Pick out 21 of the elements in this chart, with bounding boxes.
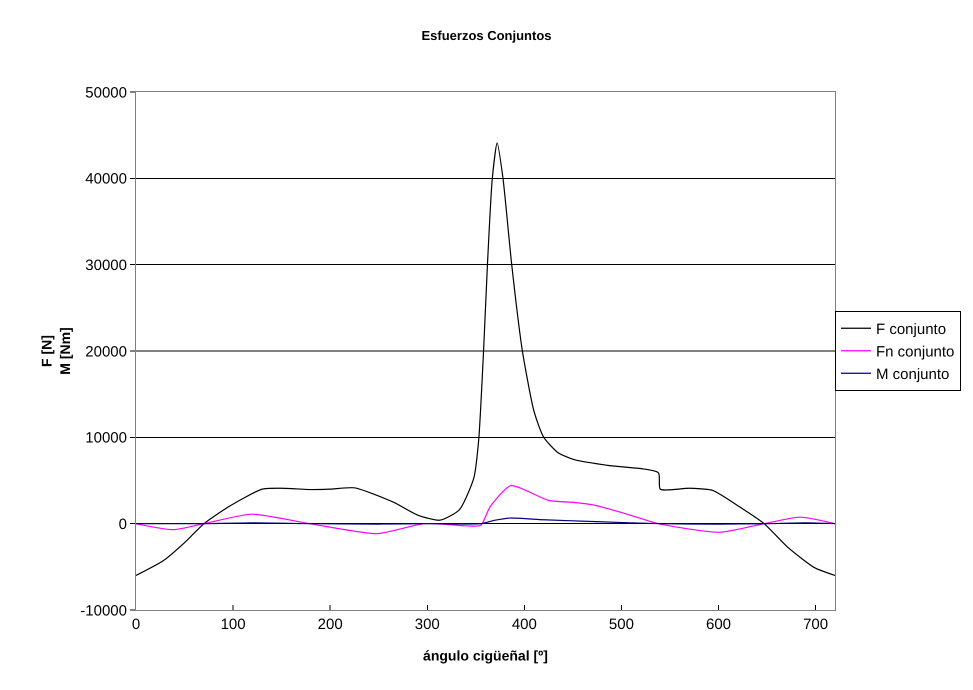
x-tick-label: 500 xyxy=(608,616,634,633)
legend-label: M conjunto xyxy=(876,366,950,384)
x-tick-label: 700 xyxy=(803,616,828,633)
y-tick-label: 40000 xyxy=(85,170,127,188)
x-axis-title: ángulo cigüeñal [º] xyxy=(423,647,548,664)
x-tick-label: 400 xyxy=(512,616,537,633)
y-tick-label: 30000 xyxy=(85,256,127,274)
x-tick-label: 0 xyxy=(132,616,140,633)
chart-title: Esfuerzos Conjuntos xyxy=(421,28,552,44)
y-tick-label: 0 xyxy=(118,516,127,533)
x-tick-label: 200 xyxy=(318,616,343,633)
y-tick-label: 20000 xyxy=(85,343,127,360)
legend-label: F conjunto xyxy=(876,321,946,338)
y-tick-label: 10000 xyxy=(85,430,127,447)
y-tick-label: -10000 xyxy=(80,602,127,620)
y-axis-title: F [N] M [Nm] xyxy=(38,327,73,375)
legend-label: Fn conjunto xyxy=(876,344,954,361)
x-tick-label: 300 xyxy=(414,616,440,633)
x-tick-label: 100 xyxy=(220,616,246,633)
y-tick-label: 50000 xyxy=(85,84,127,102)
x-tick-label: 600 xyxy=(706,616,732,633)
